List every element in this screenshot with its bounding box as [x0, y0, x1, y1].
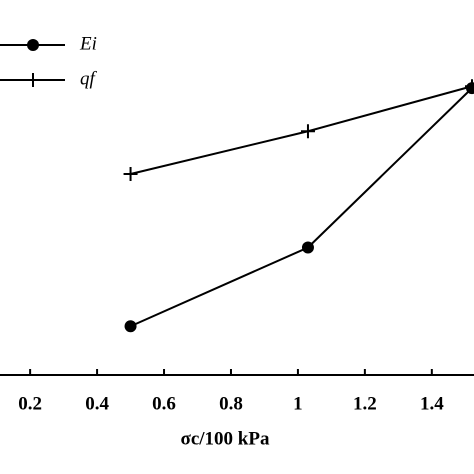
- x-tick-label: 1.2: [353, 393, 377, 414]
- x-tick-label: 1.4: [420, 393, 444, 414]
- x-tick-label: 0.8: [219, 393, 243, 414]
- legend-marker: [27, 39, 39, 51]
- legend-marker: [26, 73, 40, 87]
- x-tick-label: 0.2: [18, 393, 42, 414]
- data-point: [124, 320, 137, 333]
- x-tick-label: 0.4: [85, 393, 109, 414]
- x-tick-label: 1: [293, 393, 303, 414]
- data-point: [123, 167, 138, 181]
- series-line: [130, 87, 473, 328]
- data-point: [300, 124, 315, 139]
- data-point: [301, 241, 314, 254]
- x-axis-label: σc/100 kPa: [181, 428, 270, 449]
- legend-label: Ei: [79, 33, 97, 54]
- legend-label: qf: [80, 68, 98, 89]
- x-tick-label: 0.6: [152, 393, 176, 414]
- data-point: [464, 79, 474, 94]
- series-line: [130, 85, 473, 175]
